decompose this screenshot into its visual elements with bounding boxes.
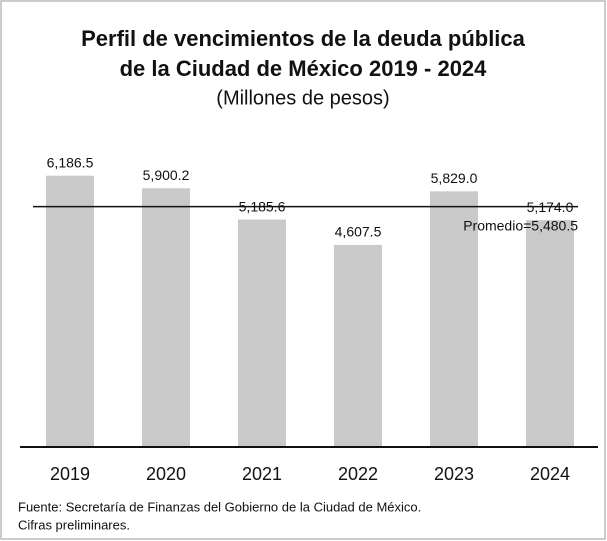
average-label: Promedio=5,480.5: [463, 217, 578, 233]
source-note: Fuente: Secretaría de Finanzas del Gobie…: [18, 499, 421, 514]
x-tick-label: 2024: [530, 464, 570, 484]
x-tick-label: 2020: [146, 464, 186, 484]
x-tick-label: 2019: [50, 464, 90, 484]
value-label: 6,186.5: [47, 154, 94, 170]
bar: [238, 219, 286, 447]
bar: [430, 191, 478, 447]
bar: [46, 175, 94, 447]
bar: [334, 244, 382, 447]
value-label: 5,900.2: [143, 167, 190, 183]
chart-subtitle: (Millones de pesos): [216, 87, 389, 109]
value-label: 4,607.5: [335, 224, 382, 240]
x-tick-label: 2023: [434, 464, 474, 484]
x-tick-label: 2021: [242, 464, 282, 484]
source-note: Cifras preliminares.: [18, 517, 130, 532]
x-tick-label: 2022: [338, 464, 378, 484]
chart-title: Perfil de vencimientos de la deuda públi…: [81, 26, 526, 51]
bar: [142, 188, 190, 448]
chart-title: de la Ciudad de México 2019 - 2024: [120, 56, 488, 81]
value-label: 5,829.0: [431, 170, 478, 186]
bar: [526, 220, 574, 447]
